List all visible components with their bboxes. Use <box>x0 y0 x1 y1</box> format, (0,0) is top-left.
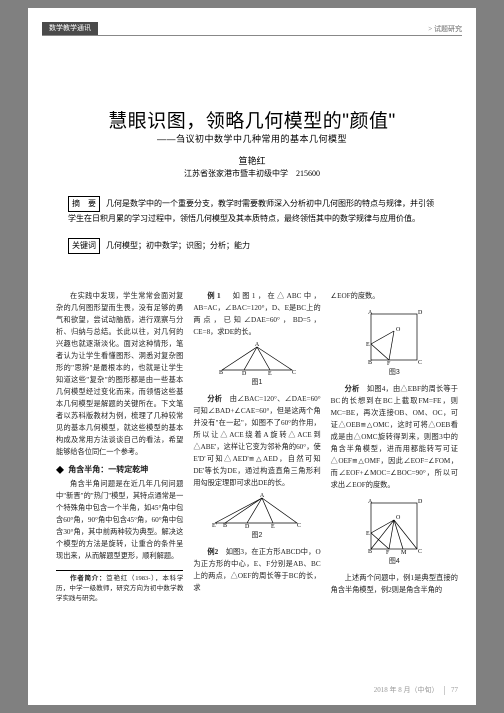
analysis-text: 如图4，由△EBF的周长等于BC的长想到在BC上截取FM=FE，则MC=BE，再… <box>331 385 458 489</box>
figure-2: A E' B D E C 图2 <box>193 493 320 542</box>
svg-text:F: F <box>387 361 391 366</box>
abstract-label: 摘 要 <box>68 196 100 212</box>
figure-caption: 图1 <box>193 377 320 389</box>
keywords-text: 几何模型；初中数学；识图；分析；能力 <box>106 241 250 250</box>
article-subtitle: ——刍议初中数学中几种常用的基本几何模型 <box>28 132 476 145</box>
svg-text:C: C <box>418 360 422 366</box>
analysis-label: 分析 <box>345 385 360 393</box>
example-label: 例2 <box>207 548 218 556</box>
svg-text:A: A <box>368 310 373 316</box>
square-diagram-icon: A D O E B F M C <box>359 495 429 555</box>
example-label: 例1 <box>207 292 220 300</box>
abstract-block: 摘 要 几何是数学中的一个重要分支，教学时需要教师深入分析初中几何图形的特点与规… <box>68 196 436 226</box>
svg-text:B: B <box>368 549 372 555</box>
page-number: 77 <box>451 686 458 694</box>
svg-text:E': E' <box>212 523 217 529</box>
diamond-bullet-icon <box>56 466 64 474</box>
footer-divider <box>444 686 445 695</box>
figure-1: A B D E C 图1 <box>193 342 320 389</box>
svg-text:M: M <box>401 550 407 555</box>
paragraph: 例2 如图3，在正方形ABCD中，O为正方形的中心，E、F分别是AB、BC上的两… <box>193 546 320 594</box>
svg-text:D: D <box>245 524 250 529</box>
paragraph: 例1 如图1，在△ABC中，AB=AC，∠BAC=120°，D、E是BC上的两点… <box>193 290 320 338</box>
page-footer: 2018 年 8 月（中旬） 77 <box>374 685 458 695</box>
svg-text:B: B <box>368 360 372 366</box>
triangle-diagram-icon: A B D E C <box>212 342 302 376</box>
author-bio-label: 作者简介： <box>70 575 106 582</box>
svg-text:B: B <box>223 523 227 529</box>
author-name: 笪艳红 <box>28 154 476 167</box>
svg-text:C: C <box>297 523 301 529</box>
author-affiliation: 江苏省张家港市暨丰初级中学 215600 <box>28 168 476 179</box>
abstract-text: 几何是数学中的一个重要分支，教学时需要教师深入分析初中几何图形的特点与规律，并引… <box>68 199 434 223</box>
svg-text:C: C <box>418 549 422 555</box>
svg-text:D: D <box>418 310 423 316</box>
svg-text:D: D <box>242 371 247 376</box>
svg-text:E: E <box>366 342 370 348</box>
figure-caption: 图3 <box>331 367 458 379</box>
author-bio: 作者简介：笪艳红（1983-），本科学历，中学一级教师，研究方向为初中数学教学实… <box>56 570 183 604</box>
svg-text:E: E <box>271 524 275 529</box>
paragraph: 分析 如图4，由△EBF的周长等于BC的长想到在BC上截取FM=FE，则MC=B… <box>331 383 458 491</box>
figure-caption: 图2 <box>193 530 320 542</box>
body-columns: 在实践中发现，学生常常会面对复杂的几何图形望而生畏，没有足够的勇气和欲望，尝试动… <box>56 290 458 675</box>
keywords-label: 关键词 <box>68 238 100 254</box>
analysis-text: 由∠BAC=120°、∠DAE=60°可知∠BAD+∠CAE=60°，但是这两个… <box>193 395 320 487</box>
triangle-diagram-icon: A E' B D E C <box>207 493 307 529</box>
analysis-label: 分析 <box>207 395 222 403</box>
svg-text:B: B <box>219 370 223 376</box>
footer-date: 2018 年 8 月（中旬） <box>374 686 439 694</box>
article-title: 慧眼识图，领略几何模型的"颜值" <box>28 106 476 133</box>
header-rule <box>42 35 462 36</box>
figure-3: A D O E B F C 图3 <box>331 306 458 379</box>
figure-4: A D O E B F M C 图4 <box>331 495 458 568</box>
svg-text:O: O <box>396 515 401 521</box>
svg-text:A: A <box>255 342 260 348</box>
page-container: 数学教学通讯 > 试题研究 慧眼识图，领略几何模型的"颜值" ——刍议初中数学中… <box>28 8 476 705</box>
section-heading: 角含半角：一转定乾坤 <box>56 464 183 476</box>
header-section-label: > 试题研究 <box>428 24 462 34</box>
svg-text:C: C <box>292 370 296 376</box>
svg-text:E: E <box>268 371 272 376</box>
paragraph: 上述两个问题中，例1是典型直接的角含半角模型，例2则是角含半角的 <box>331 572 458 596</box>
svg-text:D: D <box>418 499 423 505</box>
paragraph: 在实践中发现，学生常常会面对复杂的几何图形望而生畏，没有足够的勇气和欲望，尝试动… <box>56 290 183 458</box>
square-diagram-icon: A D O E B F C <box>359 306 429 366</box>
paragraph: 角含半角问题是在近几年几何问题中"新晋"的"热门"模型，其特点通常是一个特殊角中… <box>56 478 183 562</box>
svg-text:E: E <box>366 531 370 537</box>
svg-text:A: A <box>260 493 265 499</box>
section-title-text: 角含半角：一转定乾坤 <box>68 465 148 474</box>
svg-text:A: A <box>368 499 373 505</box>
keywords-block: 关键词 几何模型；初中数学；识图；分析；能力 <box>68 238 436 254</box>
paragraph: 分析 由∠BAC=120°、∠DAE=60°可知∠BAD+∠CAE=60°，但是… <box>193 393 320 489</box>
figure-caption: 图4 <box>331 556 458 568</box>
svg-text:F: F <box>386 550 390 555</box>
header-journal-label: 数学教学通讯 <box>42 22 98 35</box>
paragraph-continuation: ∠EOF的度数。 <box>331 290 458 302</box>
svg-text:O: O <box>396 327 401 333</box>
